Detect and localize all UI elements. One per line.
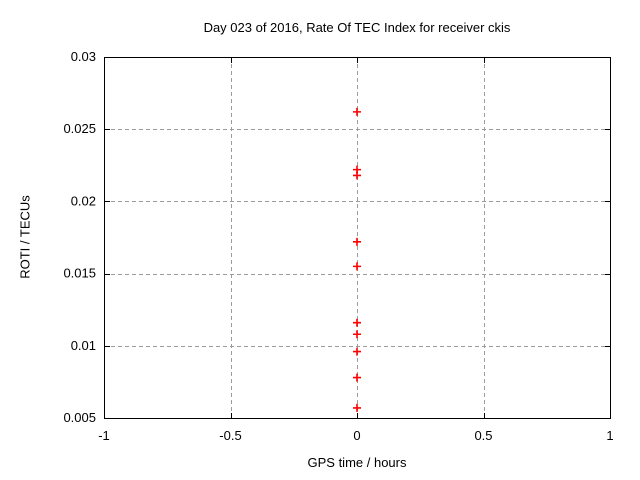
y-tick-label: 0.025: [63, 121, 96, 136]
data-point-marker: [353, 318, 361, 327]
y-axis-label: ROTI / TECUs: [17, 195, 33, 279]
data-point-marker: [353, 330, 361, 339]
x-tick-label: 0.5: [474, 428, 492, 443]
data-point-marker: [353, 237, 361, 246]
y-tick-label: 0.01: [71, 338, 96, 353]
data-point-marker: [353, 107, 361, 116]
data-point-marker: [353, 262, 361, 271]
chart-title: Day 023 of 2016, Rate Of TEC Index for r…: [203, 20, 511, 35]
y-tick-label: 0.03: [71, 49, 96, 64]
plot-frame: [104, 57, 611, 419]
data-point-marker: [353, 347, 361, 356]
data-point-marker: [353, 373, 361, 382]
y-tick-label: 0.015: [63, 266, 96, 281]
x-axis-label: GPS time / hours: [307, 455, 407, 470]
data-point-marker: [353, 403, 361, 412]
x-tick-label: -1: [98, 428, 110, 443]
x-tick-label: -0.5: [219, 428, 241, 443]
y-tick-label: 0.005: [63, 410, 96, 425]
x-tick-label: 1: [606, 428, 613, 443]
x-tick-label: 0: [353, 428, 360, 443]
y-tick-label: 0.02: [71, 193, 96, 208]
data-point-marker: [353, 171, 361, 180]
